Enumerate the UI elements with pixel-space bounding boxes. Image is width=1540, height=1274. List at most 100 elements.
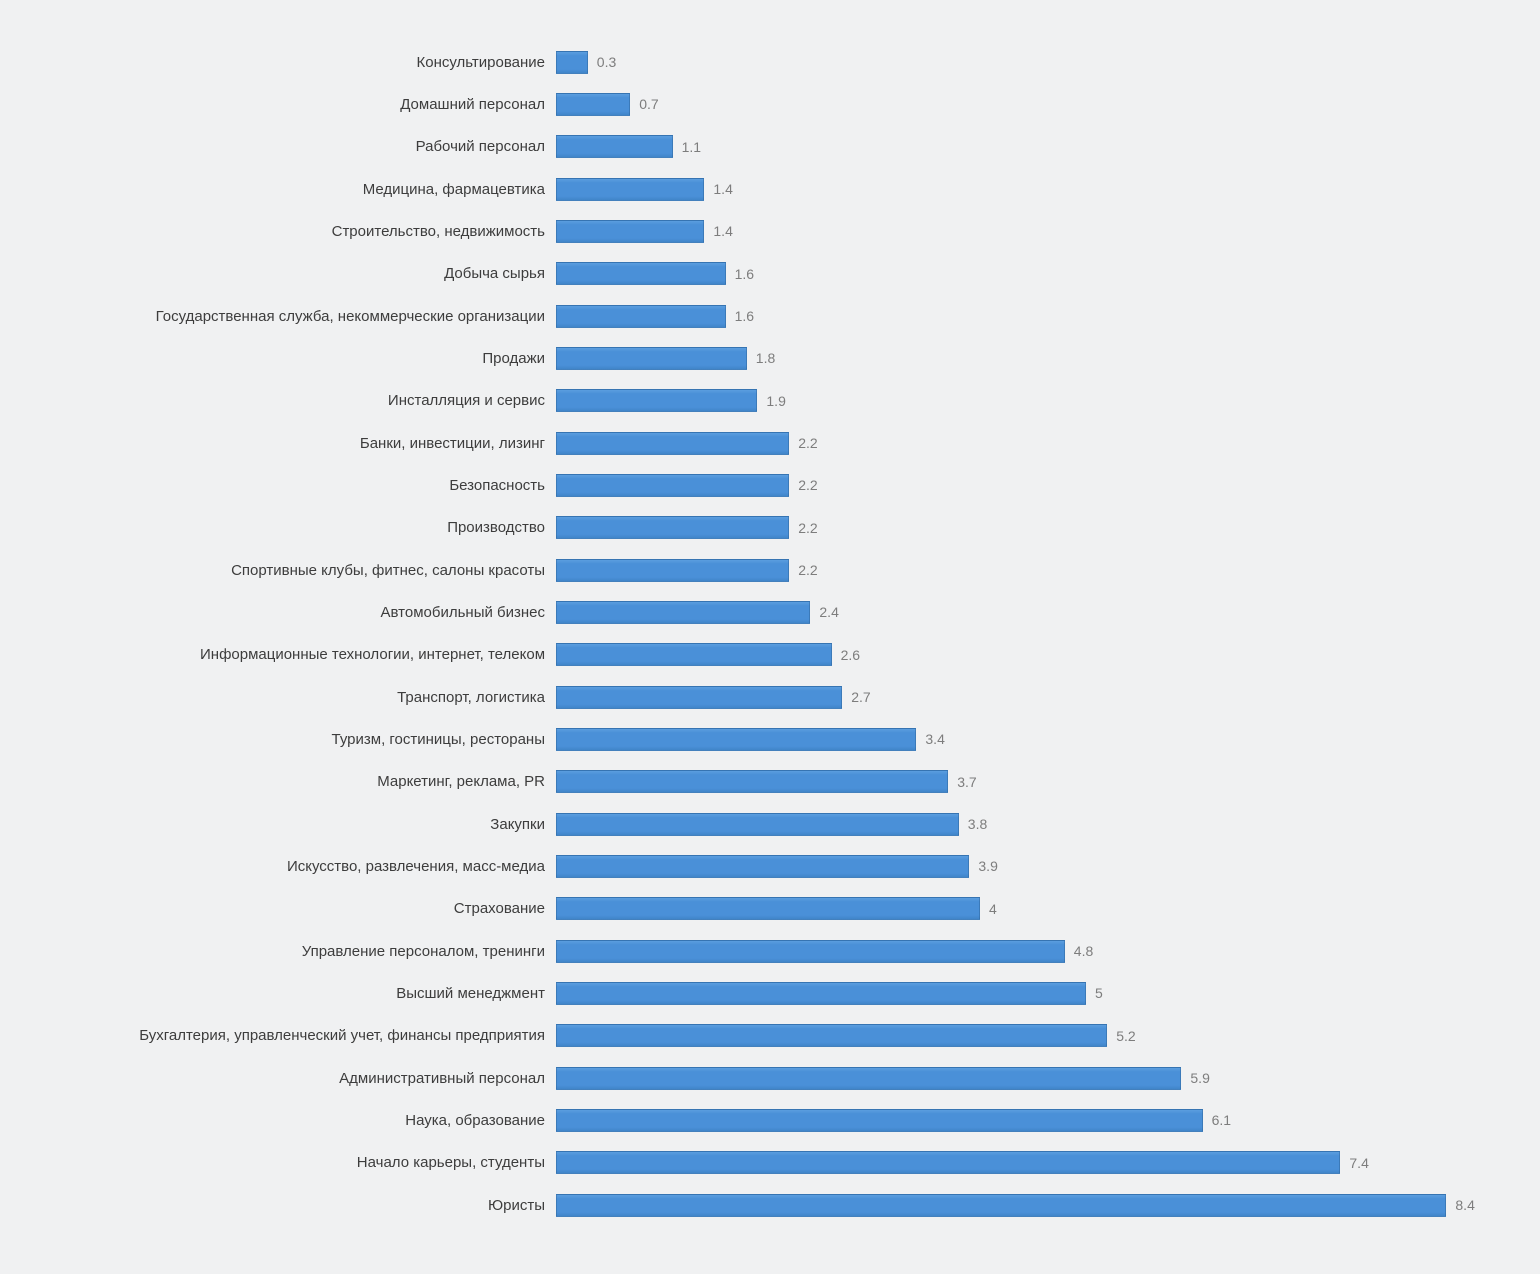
value-label: 1.6 <box>734 265 755 282</box>
bar[interactable] <box>556 854 970 878</box>
bar[interactable] <box>556 431 790 455</box>
chart-row: Банки, инвестиции, лизинг 2.2 <box>0 422 1540 464</box>
category-label: Страхование <box>453 900 545 918</box>
chart-row: Высший менеджмент 5 <box>0 972 1540 1014</box>
bar-chart: Консультирование 0.3 Домашний персонал 0.7 Р… <box>0 41 1540 1226</box>
bar[interactable] <box>556 177 705 201</box>
bar[interactable] <box>556 473 790 497</box>
chart-row: Строительство, недвижимость 1.4 <box>0 210 1540 252</box>
chart-row: Производство 2.2 <box>0 507 1540 549</box>
value-label: 5.9 <box>1190 1070 1210 1087</box>
bar-area: 6.1 <box>556 1099 1540 1141</box>
category-label: Государственная служба, некоммерческие о… <box>155 307 545 325</box>
bar[interactable] <box>556 1066 1182 1090</box>
bar[interactable] <box>556 262 726 286</box>
bar[interactable] <box>556 1108 1203 1132</box>
value-label: 2.7 <box>851 689 871 706</box>
chart-row: Бухгалтерия, управленческий учет, финанс… <box>0 1015 1540 1057</box>
bar-area: 3.7 <box>556 761 1540 803</box>
bar[interactable] <box>556 304 726 328</box>
chart-row: Безопасность 2.2 <box>0 464 1540 506</box>
chart-row: Спортивные клубы, фитнес, салоны красоты… <box>0 549 1540 591</box>
category-label: Рабочий персонал <box>415 138 545 156</box>
value-label: 1.9 <box>766 392 786 409</box>
bar[interactable] <box>556 643 832 667</box>
bar[interactable] <box>556 685 843 709</box>
bar[interactable] <box>556 346 747 370</box>
bar[interactable] <box>556 516 790 540</box>
bar-area: 5.9 <box>556 1057 1540 1099</box>
bar[interactable] <box>556 770 949 794</box>
category-label: Высший менеджмент <box>396 984 545 1002</box>
chart-row: Юристы 8.4 <box>0 1184 1540 1226</box>
chart-row: Государственная служба, некоммерческие о… <box>0 295 1540 337</box>
bar-area: 3.9 <box>556 845 1540 887</box>
bar-area: 2.2 <box>556 422 1540 464</box>
bar-area: 2.7 <box>556 676 1540 718</box>
value-label: 3.4 <box>925 731 945 748</box>
chart-row: Добыча сырья 1.6 <box>0 253 1540 295</box>
bar-area: 7.4 <box>556 1142 1540 1184</box>
category-label: Транспорт, логистика <box>397 688 545 706</box>
chart-rows: Консультирование 0.3 Домашний персонал 0.7 Р… <box>0 41 1540 1226</box>
category-label: Наука, образование <box>405 1111 545 1129</box>
category-label: Консультирование <box>416 53 545 71</box>
chart-row: Медицина, фармацевтика 1.4 <box>0 168 1540 210</box>
chart-row: Закупки 3.8 <box>0 803 1540 845</box>
bar[interactable] <box>556 981 1086 1005</box>
category-label: Домашний персонал <box>400 95 545 113</box>
category-label: Управление персоналом, тренинги <box>301 942 545 960</box>
bar[interactable] <box>556 897 980 921</box>
value-label: 2.6 <box>840 646 861 663</box>
category-label: Информационные технологии, интернет, тел… <box>200 646 545 664</box>
bar[interactable] <box>556 727 917 751</box>
category-label: Строительство, недвижимость <box>331 222 545 240</box>
chart-row: Начало карьеры, студенты 7.4 <box>0 1142 1540 1184</box>
value-label: 3.7 <box>957 773 977 790</box>
bar[interactable] <box>556 1151 1341 1175</box>
category-label: Банки, инвестиции, лизинг <box>359 434 545 452</box>
chart-row: Рабочий персонал 1.1 <box>0 126 1540 168</box>
bar[interactable] <box>556 135 673 159</box>
bar[interactable] <box>556 1024 1108 1048</box>
bar-area: 1.6 <box>556 295 1540 337</box>
value-label: 5 <box>1095 985 1103 1002</box>
bar-area: 1.9 <box>556 380 1540 422</box>
bar[interactable] <box>556 558 790 582</box>
value-label: 1.6 <box>734 308 755 325</box>
bar-area: 0.7 <box>556 83 1540 125</box>
category-label: Закупки <box>490 815 545 833</box>
category-label: Безопасность <box>449 476 545 494</box>
bar-area: 3.4 <box>556 718 1540 760</box>
category-label: Административный персонал <box>339 1069 545 1087</box>
bar[interactable] <box>556 389 758 413</box>
category-label: Добыча сырья <box>444 265 545 283</box>
bar-area: 1.4 <box>556 210 1540 252</box>
category-label: Медицина, фармацевтика <box>362 180 545 198</box>
value-label: 1.4 <box>713 181 733 198</box>
chart-row: Продажи 1.8 <box>0 337 1540 379</box>
value-label: 8.4 <box>1455 1197 1475 1214</box>
chart-row: Транспорт, логистика 2.7 <box>0 676 1540 718</box>
bar-area: 2.6 <box>556 634 1540 676</box>
bar-area: 2.4 <box>556 591 1540 633</box>
bar[interactable] <box>556 92 631 116</box>
category-label: Продажи <box>482 349 545 367</box>
value-label: 2.2 <box>798 562 818 579</box>
bar[interactable] <box>556 600 811 624</box>
chart-row: Страхование 4 <box>0 888 1540 930</box>
bar[interactable] <box>556 219 705 243</box>
value-label: 3.8 <box>967 816 988 833</box>
chart-row: Автомобильный бизнес 2.4 <box>0 591 1540 633</box>
bar[interactable] <box>556 812 959 836</box>
chart-row: Наука, образование 6.1 <box>0 1099 1540 1141</box>
chart-row: Домашний персонал 0.7 <box>0 83 1540 125</box>
value-label: 2.2 <box>798 477 818 494</box>
chart-row: Консультирование 0.3 <box>0 41 1540 83</box>
category-label: Туризм, гостиницы, рестораны <box>331 730 545 748</box>
chart-row: Искусство, развлечения, масс-медиа 3.9 <box>0 845 1540 887</box>
bar[interactable] <box>556 50 588 74</box>
bar[interactable] <box>556 939 1065 963</box>
bar[interactable] <box>556 1193 1447 1217</box>
bar-area: 5 <box>556 972 1540 1014</box>
